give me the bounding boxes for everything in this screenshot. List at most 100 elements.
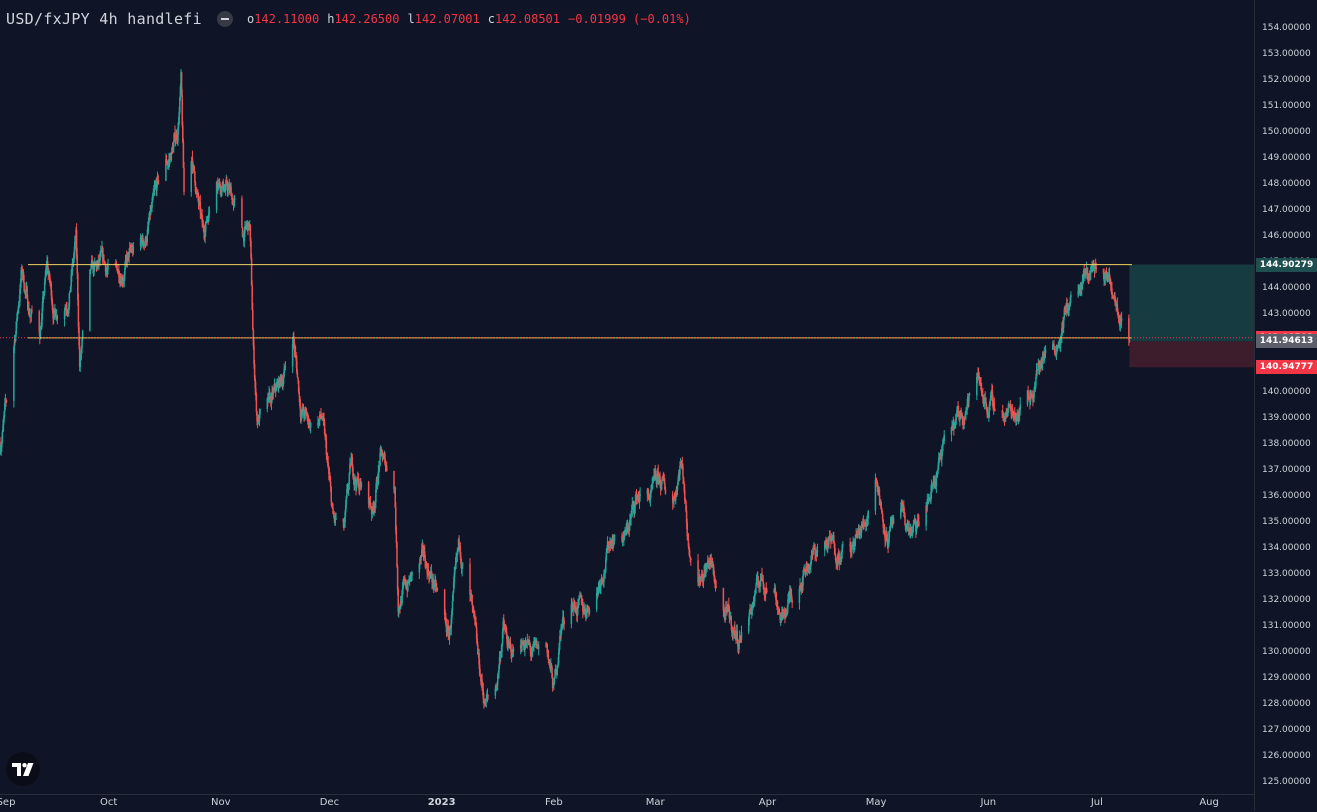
candle-body (459, 546, 462, 557)
candle-body (682, 476, 685, 484)
candle-body (71, 271, 73, 275)
stop-zone[interactable] (1129, 341, 1254, 368)
candle-body (858, 527, 860, 535)
candle-body (177, 127, 179, 142)
candle-body (506, 632, 508, 639)
candle-body (865, 524, 868, 526)
candle-body (889, 523, 892, 527)
candle-body (299, 405, 302, 417)
candle-body (1104, 271, 1107, 279)
profit-zone[interactable] (1129, 264, 1254, 342)
candle-body (168, 159, 170, 164)
candle-body (51, 303, 54, 311)
candle-body (151, 195, 154, 203)
candle-body (968, 393, 971, 396)
candle-body (15, 321, 18, 334)
candle-body (407, 582, 409, 591)
price-tick-label: 126.00000 (1262, 751, 1311, 761)
candle-body (299, 396, 301, 406)
candle-body (1037, 362, 1040, 370)
candle-body (776, 605, 779, 611)
candle-body (327, 461, 329, 468)
chart-canvas[interactable] (0, 0, 1254, 794)
candle-body (172, 147, 174, 152)
candle-body (409, 576, 412, 582)
candle-body (0, 450, 2, 452)
candle-body (350, 459, 352, 466)
candle-body (204, 231, 206, 237)
time-tick-label: Dec (319, 797, 340, 808)
candle-body (132, 246, 135, 253)
candle-body (623, 538, 625, 541)
candle-body (989, 400, 991, 405)
candle-body (1059, 345, 1061, 347)
time-axis[interactable]: Sep Oct Nov Dec 2023 Feb Mar Apr May Jun Jul Aug (0, 794, 1254, 812)
hide-indicator-icon[interactable] (216, 11, 233, 27)
candle-body (648, 498, 650, 500)
candle-body (1078, 289, 1080, 292)
candle-body (925, 505, 927, 526)
candle-body (1026, 390, 1029, 405)
candle-body (199, 201, 202, 213)
candle-body (23, 282, 25, 291)
candle-body (954, 419, 957, 424)
candle-body (254, 378, 256, 389)
candle-body (326, 459, 329, 462)
candle-body (51, 295, 53, 304)
candle-body (226, 183, 229, 191)
close-label: c (487, 12, 495, 26)
candle-body (405, 584, 407, 589)
price-axis[interactable]: 154.00000 153.00000 152.00000 151.00000 150.… (1254, 0, 1317, 811)
candle-body (728, 609, 731, 619)
tradingview-logo-icon[interactable] (6, 752, 40, 786)
candle-body (42, 296, 45, 298)
candle-body (1079, 287, 1081, 291)
candle-body (128, 247, 131, 253)
candle-body (1117, 311, 1119, 316)
symbol-title[interactable]: USD/fxJPY 4h handlefi (6, 10, 202, 28)
candle-body (456, 550, 459, 556)
candle-body (915, 527, 918, 532)
candle-body (950, 426, 953, 435)
candle-body (1103, 278, 1106, 281)
candle-body (436, 587, 438, 589)
candle-body (963, 417, 965, 423)
candle-body (878, 495, 881, 506)
candle-body (755, 584, 757, 593)
candle-body (750, 608, 752, 612)
candle-body (474, 618, 477, 624)
candle-body (747, 618, 750, 632)
candle-body (1081, 280, 1084, 289)
price-tick-label: 144.00000 (1262, 283, 1311, 293)
candle-body (552, 684, 555, 688)
candle-body (556, 666, 559, 670)
candle-body (150, 207, 153, 210)
candle-body (815, 555, 818, 557)
candle-body (148, 220, 150, 223)
candle-body (448, 628, 451, 639)
price-tick-label: 148.00000 (1262, 179, 1311, 189)
candle-body (17, 308, 19, 312)
candle-body (1043, 352, 1046, 360)
candle-body (63, 310, 66, 320)
candle-body (652, 480, 654, 484)
candle-body (68, 293, 71, 307)
candle-body (461, 564, 463, 570)
candle-body (530, 650, 532, 655)
candle-body (690, 558, 692, 561)
candle-body (498, 657, 501, 666)
symbol-legend: USD/fxJPY 4h handlefi o 142.11000 h 142.… (6, 8, 691, 30)
candle-body (146, 234, 148, 243)
candle-body (268, 392, 271, 400)
candle-body (151, 202, 153, 208)
candle-body (647, 490, 649, 492)
candle-body (775, 596, 777, 600)
candle-body (862, 521, 865, 525)
candle-body (582, 604, 584, 612)
candle-body (16, 318, 18, 322)
time-tick-label: 2023 (427, 797, 456, 808)
candle-body (1059, 337, 1062, 346)
candle-body (993, 402, 996, 411)
candle-body (560, 626, 563, 628)
candle-body (66, 310, 69, 313)
